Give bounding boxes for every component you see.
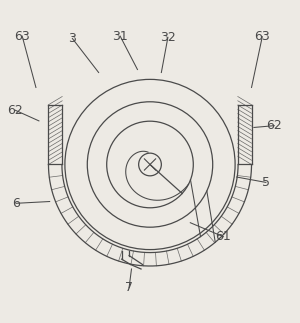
Text: 61: 61 [216,230,231,243]
Text: 6: 6 [12,197,20,210]
Text: 3: 3 [68,32,76,45]
Text: 62: 62 [7,104,23,117]
Text: 5: 5 [262,176,270,189]
Text: 7: 7 [125,281,133,294]
Text: 63: 63 [254,30,270,43]
Text: 62: 62 [266,119,282,132]
Text: 31: 31 [112,30,128,43]
Text: 63: 63 [14,30,30,43]
Text: 32: 32 [160,31,176,44]
